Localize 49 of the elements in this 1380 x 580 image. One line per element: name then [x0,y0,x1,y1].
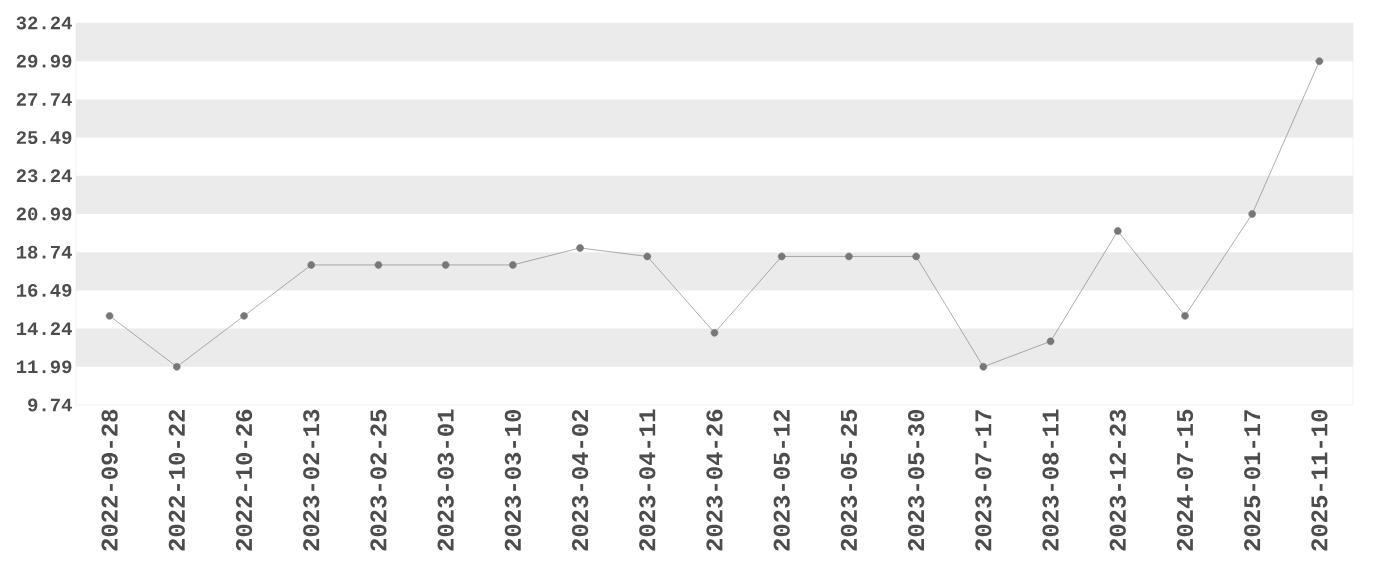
point [1315,57,1324,65]
x-tick-label: 2023-07-17 [975,410,992,551]
y-tick-label: 14.24 [16,322,72,335]
point [240,312,248,320]
point [710,329,719,337]
y-tick-label: 23.24 [16,169,72,183]
x-tick-label: 2025-11-10 [1311,409,1328,551]
point [509,261,517,269]
x-tick-label: 2023-05-12 [773,409,790,551]
x-tick-label: 2023-08-11 [1042,409,1059,551]
y-tick-label: 27.74 [16,93,72,106]
point [307,261,316,269]
x-tick-label: 2023-03-01 [437,409,454,551]
point [1248,210,1256,218]
x-tick-label: 2023-04-02 [571,409,589,551]
x-tick-label: 2023-04-11 [639,409,656,551]
x-tick-label: 2023-05-30 [908,409,925,551]
y-tick-label: 32.24 [16,16,72,30]
point [1181,312,1189,320]
y-tick-label: 11.99 [16,360,72,374]
y-tick-label: 25.49 [16,131,72,145]
point [777,252,786,261]
x-tick-label: 2023-12-23 [1109,409,1126,551]
x-tick-label: 2022-10-22 [168,409,185,551]
point [979,363,988,371]
point [173,363,181,371]
point [441,261,450,269]
point [643,252,652,261]
x-tick-label: 2023-03-10 [504,409,521,551]
point [374,261,383,269]
x-tick-label: 2022-10-26 [235,409,253,551]
y-tick-label: 20.99 [16,207,72,221]
x-tick-label: 2023-02-13 [303,409,320,551]
y-tick-label: 18.74 [16,245,72,259]
point [1046,337,1055,346]
x-tick-label: 2023-04-26 [706,409,723,551]
y-tick-label: 9.74 [28,398,72,412]
y-tick-label: 29.99 [16,54,72,68]
x-tick-label: 2022-09-28 [101,409,118,551]
x-tick-label: 2025-01-17 [1244,410,1261,551]
y-tick-label: 16.49 [16,283,72,297]
x-tick-label: 2024-07-15 [1176,409,1194,551]
point [1113,227,1122,235]
point [912,252,920,261]
point [845,252,853,261]
point [576,244,584,252]
x-tick-label: 2023-02-25 [370,409,387,551]
point [105,312,114,320]
x-tick-label: 2023-05-25 [840,409,858,551]
